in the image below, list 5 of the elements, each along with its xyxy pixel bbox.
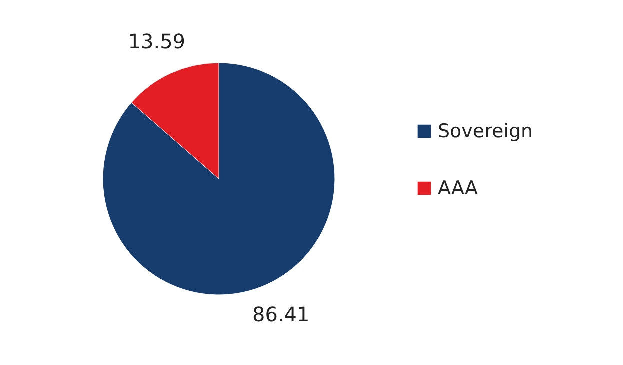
- legend-label: Sovereign: [438, 120, 534, 142]
- data-label: 13.59: [128, 29, 186, 54]
- data-label: 86.41: [252, 302, 310, 327]
- pie-slice: [102, 62, 336, 296]
- legend-label: AAA: [438, 178, 478, 200]
